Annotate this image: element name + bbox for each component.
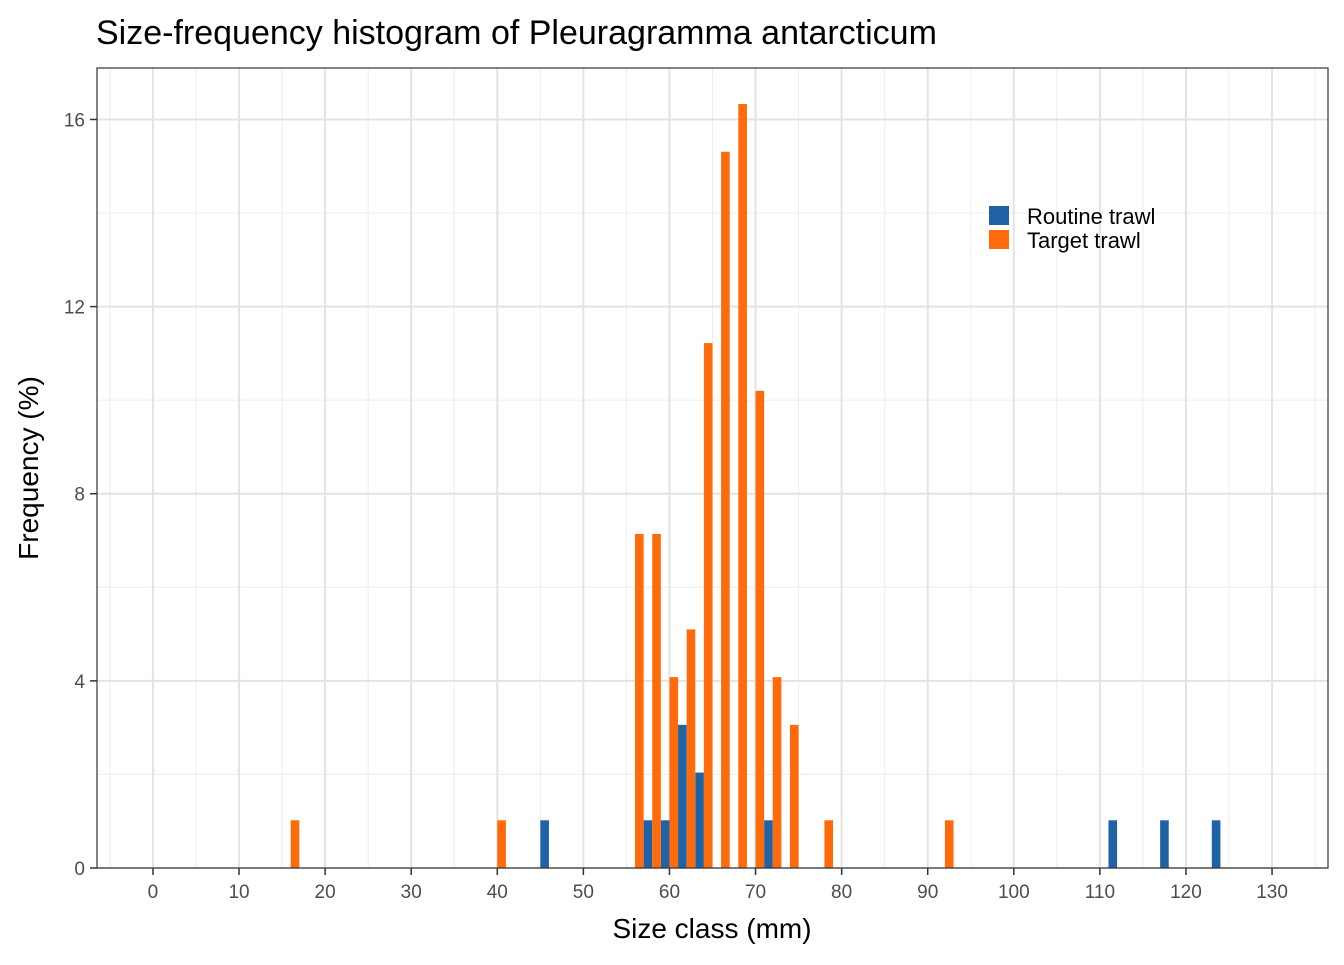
bar-target-60 [669, 677, 679, 868]
bar-target-40 [497, 820, 506, 868]
bar-routine-64 [695, 772, 704, 868]
x-tick-label: 120 [1170, 882, 1202, 903]
bar-target-58 [652, 533, 661, 868]
bar-target-74 [789, 724, 799, 868]
bar-routine-112 [1108, 820, 1118, 868]
bar-routine-62 [678, 724, 687, 868]
bar-target-16 [290, 820, 300, 868]
bar-routine-58 [643, 820, 653, 868]
x-tick-label: 30 [401, 882, 422, 903]
y-tick-label: 12 [64, 298, 85, 319]
x-tick-label: 20 [315, 882, 336, 903]
x-tick-label: 80 [831, 882, 852, 903]
x-axis-label: Size class (mm) [612, 913, 811, 944]
plot-border [96, 67, 1329, 869]
y-axis-label: Frequency (%) [13, 376, 44, 560]
x-tick-label: 40 [487, 882, 508, 903]
bar-routine-46 [540, 820, 549, 868]
bar-target-72 [772, 677, 782, 868]
legend-label-routine: Routine trawl [1027, 204, 1155, 229]
x-tick-label: 60 [659, 882, 680, 903]
y-tick-label: 16 [64, 110, 85, 131]
y-tick-label: 0 [74, 859, 85, 880]
y-tick-label: 8 [74, 485, 85, 506]
bar-target-66 [721, 151, 730, 869]
chart-title: Size-frequency histogram of Pleuragramma… [96, 14, 937, 52]
x-tick-label: 10 [228, 882, 249, 903]
x-tick-label: 50 [573, 882, 594, 903]
bar-routine-124 [1211, 820, 1221, 868]
bar-routine-118 [1160, 820, 1169, 868]
bar-routine-72 [764, 820, 773, 868]
x-tick-label: 90 [917, 882, 938, 903]
x-tick-label: 110 [1085, 882, 1115, 903]
bar-target-92 [944, 820, 954, 868]
bar-target-62 [686, 629, 696, 868]
y-tick-label: 4 [74, 672, 85, 693]
legend-key-target [989, 230, 1009, 249]
bar-target-56 [635, 533, 644, 868]
legend-key-routine [989, 206, 1009, 225]
x-tick-label: 0 [148, 882, 159, 903]
x-tick-label: 70 [745, 882, 766, 903]
bar-routine-60 [660, 820, 670, 868]
legend-label-target: Target trawl [1027, 228, 1141, 253]
bar-target-68 [738, 104, 747, 869]
bar-target-64 [703, 343, 713, 868]
x-tick-label: 130 [1256, 882, 1288, 903]
legend: Routine trawl Target trawl [989, 204, 1155, 253]
bar-target-70 [755, 390, 765, 868]
x-tick-label: 100 [998, 882, 1030, 903]
bar-target-78 [824, 820, 834, 868]
